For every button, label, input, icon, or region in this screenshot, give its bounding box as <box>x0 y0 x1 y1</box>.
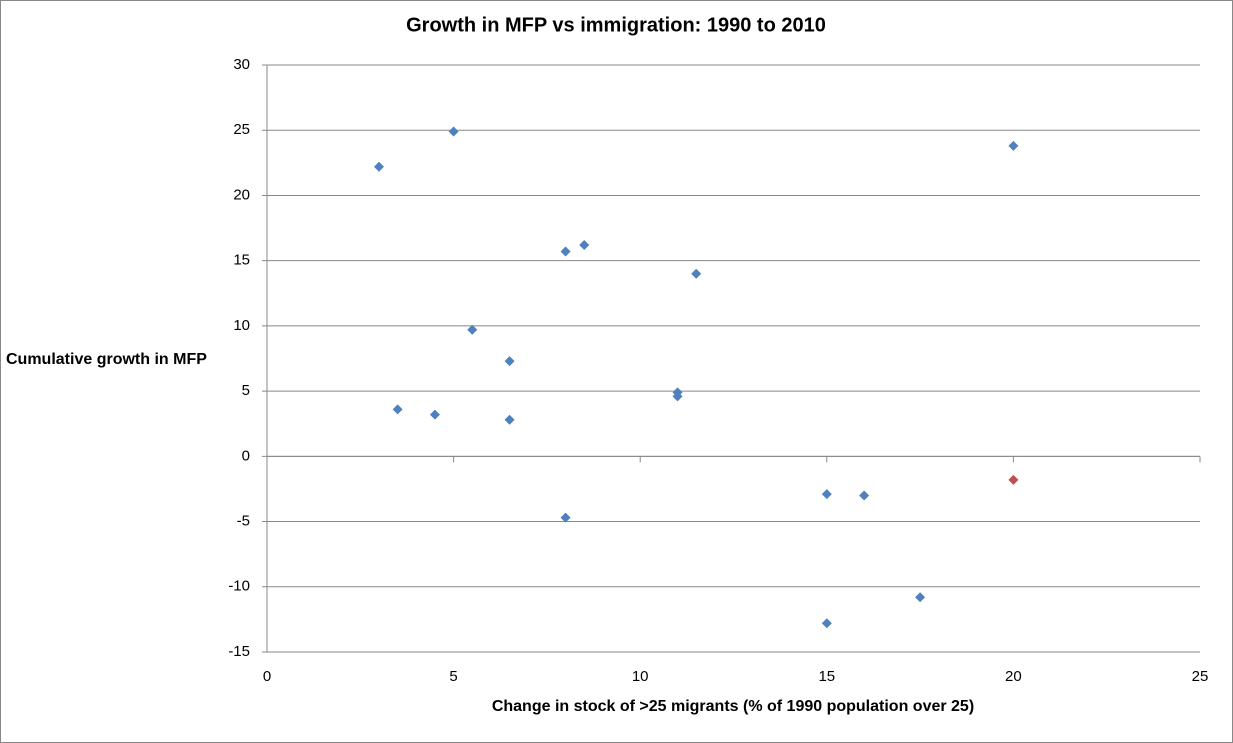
y-tick-label: -10 <box>228 578 250 595</box>
point <box>915 592 926 603</box>
point <box>859 490 870 501</box>
y-tick-label: 25 <box>233 121 250 138</box>
point <box>1008 140 1019 151</box>
point <box>429 409 440 420</box>
point <box>560 246 571 257</box>
y-tick-label: 10 <box>233 317 250 334</box>
point <box>672 391 683 402</box>
point <box>467 324 478 335</box>
point <box>1008 474 1019 485</box>
point <box>504 356 515 367</box>
x-axis-label: Change in stock of >25 migrants (% of 19… <box>492 698 974 715</box>
y-tick-label: 30 <box>233 56 250 73</box>
y-tick-label: 0 <box>242 447 250 464</box>
y-tick-label: 15 <box>233 252 250 269</box>
point <box>373 161 384 172</box>
x-tick-label: 0 <box>263 668 271 685</box>
y-axis-label: Cumulative growth in MFP <box>6 351 207 368</box>
point <box>691 268 702 279</box>
x-tick-label: 10 <box>632 668 649 685</box>
point <box>821 618 832 629</box>
point <box>579 240 590 251</box>
y-tick-label: -15 <box>228 643 250 660</box>
x-tick-label: 15 <box>818 668 835 685</box>
x-tick-label: 25 <box>1192 668 1209 685</box>
point <box>392 404 403 415</box>
y-tick-label: -5 <box>237 513 250 530</box>
point <box>504 414 515 425</box>
point <box>821 489 832 500</box>
y-tick-label: 20 <box>233 186 250 203</box>
point <box>448 126 459 137</box>
y-tick-label: 5 <box>242 382 250 399</box>
x-tick-label: 5 <box>449 668 457 685</box>
chart-title: Growth in MFP vs immigration: 1990 to 20… <box>406 14 826 36</box>
point <box>560 512 571 523</box>
x-tick-label: 20 <box>1005 668 1022 685</box>
